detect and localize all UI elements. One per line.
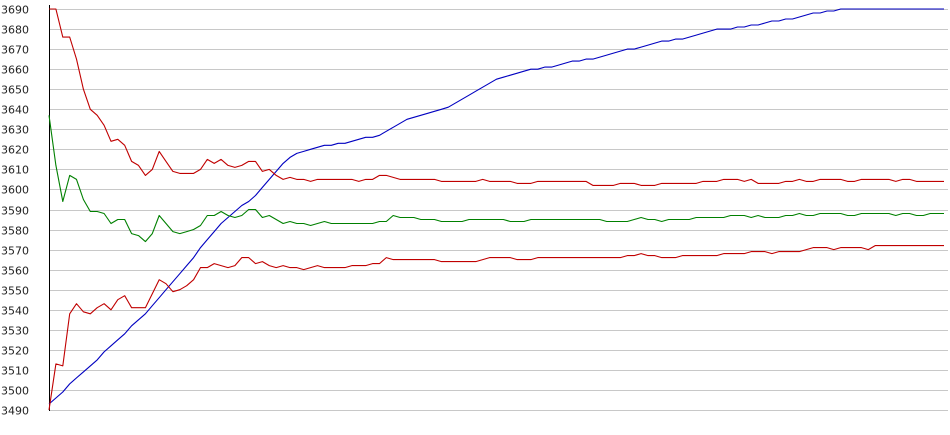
y-tick-label: 3540	[1, 305, 29, 318]
series-lines	[48, 8, 944, 411]
y-tick-label: 3620	[1, 144, 29, 157]
y-tick-label: 3520	[1, 345, 29, 358]
series-line-3	[48, 115, 944, 243]
y-tick-label: 3640	[1, 104, 29, 117]
y-tick-label: 3600	[1, 184, 29, 197]
series-line-4	[48, 245, 944, 411]
y-tick-label: 3550	[1, 285, 29, 298]
y-tick-label: 3560	[1, 265, 29, 278]
y-tick-label: 3590	[1, 205, 29, 218]
grid-lines	[49, 9, 948, 411]
y-tick-label: 3670	[1, 44, 29, 57]
y-tick-label: 3650	[1, 84, 29, 97]
y-tick-label: 3580	[1, 225, 29, 238]
y-tick-label: 3660	[1, 64, 29, 77]
series-line-2	[49, 8, 944, 186]
y-tick-label: 3500	[1, 385, 29, 398]
y-tick-label: 3610	[1, 164, 29, 177]
y-tick-label: 3630	[1, 124, 29, 137]
y-tick-label: 3510	[1, 365, 29, 378]
y-tick-label: 3570	[1, 245, 29, 258]
series-line-1	[48, 8, 944, 405]
y-tick-label: 3530	[1, 325, 29, 338]
y-tick-label: 3690	[1, 4, 29, 17]
y-tick-label: 3680	[1, 24, 29, 37]
y-tick-label: 3490	[1, 405, 29, 418]
y-tick-labels: 3490 3500 3510 3520 3530 3540 3550 3560 3570 3580…	[1, 4, 29, 418]
